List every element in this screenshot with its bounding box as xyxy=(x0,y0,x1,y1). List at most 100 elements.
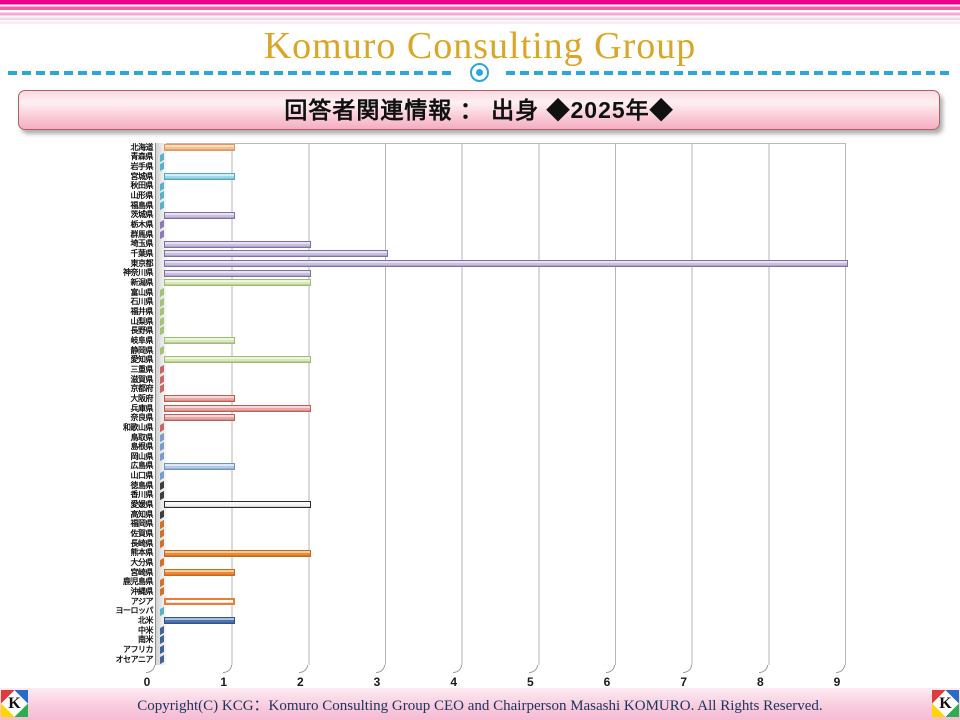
bar-track xyxy=(156,558,960,568)
zero-mark xyxy=(160,490,164,500)
category-label: 福井県 xyxy=(130,306,154,316)
target-icon xyxy=(470,63,489,82)
bar-track xyxy=(156,240,960,250)
x-tick-label: 6 xyxy=(603,675,611,689)
top-stripes xyxy=(0,0,960,25)
bar-track xyxy=(156,529,960,539)
chart-row: 秋田県 xyxy=(0,181,960,192)
bar xyxy=(164,211,235,219)
zero-mark xyxy=(160,509,164,520)
category-label: 東京都 xyxy=(130,258,154,268)
category-label: 群馬県 xyxy=(130,229,154,239)
category-label: 熊本県 xyxy=(130,548,154,558)
bar-track xyxy=(156,577,960,588)
bar-track xyxy=(156,259,960,269)
bar-track xyxy=(156,191,960,201)
bar-track xyxy=(156,249,960,259)
zero-mark xyxy=(160,519,164,529)
zero-mark xyxy=(160,587,164,597)
chart-row: 山梨県 xyxy=(0,316,960,327)
bar-track xyxy=(156,645,960,655)
chart-row: 鳥取県 xyxy=(0,432,960,443)
logo-letter: K xyxy=(939,695,952,712)
chart-row: 青森県 xyxy=(0,152,960,163)
bar-track xyxy=(156,162,960,172)
bar-track xyxy=(156,654,960,665)
bar-track xyxy=(156,336,960,346)
category-label: 広島県 xyxy=(130,461,154,471)
chart-row: 千葉県 xyxy=(0,249,960,259)
zero-mark xyxy=(160,654,164,664)
bar-track xyxy=(156,538,960,549)
category-label: 沖縄県 xyxy=(130,587,154,597)
bar-track xyxy=(156,316,960,327)
chart-row: 長崎県 xyxy=(0,538,960,549)
bar-track xyxy=(156,152,960,163)
zero-mark xyxy=(160,442,164,452)
zero-mark xyxy=(160,229,164,239)
zero-mark xyxy=(160,181,164,191)
bar-track xyxy=(156,519,960,530)
category-label: 滋賀県 xyxy=(130,374,154,384)
zero-mark xyxy=(160,374,164,384)
category-label: 茨城県 xyxy=(130,210,154,220)
bar xyxy=(164,462,235,470)
gridline-hook xyxy=(759,665,769,673)
bar-track xyxy=(156,269,960,279)
category-label: 三重県 xyxy=(130,364,154,374)
category-label: 長野県 xyxy=(130,326,154,336)
bar xyxy=(164,240,312,248)
bar-track xyxy=(156,597,960,607)
category-label: 新潟県 xyxy=(130,278,154,288)
x-tick-label: 2 xyxy=(296,675,304,689)
category-label: 大阪府 xyxy=(130,393,154,403)
category-label: 山口県 xyxy=(130,471,154,481)
chart-row: 山形県 xyxy=(0,191,960,201)
bar-track xyxy=(156,229,960,240)
bar xyxy=(164,597,235,605)
bar xyxy=(164,501,312,509)
chart-row: アジア xyxy=(0,597,960,607)
bar-track xyxy=(156,480,960,491)
zero-mark xyxy=(160,191,164,201)
category-label: 高知県 xyxy=(130,509,154,519)
zero-mark xyxy=(160,297,164,307)
category-label: 島根県 xyxy=(130,442,154,452)
category-label: アフリカ xyxy=(123,644,154,654)
category-label: 秋田県 xyxy=(130,181,154,191)
chart-row: 東京都 xyxy=(0,259,960,269)
chart-row: 佐賀県 xyxy=(0,529,960,539)
chart-row: 宮崎県 xyxy=(0,568,960,578)
category-label: 岡山県 xyxy=(130,451,154,461)
category-label: 青森県 xyxy=(130,152,154,162)
x-tick-label: 4 xyxy=(450,675,457,689)
divider-dashed-line xyxy=(8,71,455,75)
chart-row: 茨城県 xyxy=(0,211,960,221)
page-title: Komuro Consulting Group xyxy=(263,25,697,67)
bar xyxy=(164,337,235,345)
y-axis-line xyxy=(155,143,156,665)
category-label: オセアニア xyxy=(115,654,154,664)
bar-track xyxy=(156,422,960,433)
category-label: アジア xyxy=(130,596,154,606)
bar xyxy=(164,144,235,151)
chart-row: 福島県 xyxy=(0,200,960,211)
chart-row: 鹿児島県 xyxy=(0,577,960,588)
x-tick-label: 7 xyxy=(680,675,687,689)
x-tick-label: 0 xyxy=(143,675,151,689)
slide-title-banner: 回答者関連情報 ： 出身 ◆2025年◆ xyxy=(18,90,940,130)
kcg-logo-icon: K xyxy=(932,690,959,717)
bar-track xyxy=(156,278,960,288)
zero-mark xyxy=(160,307,164,317)
bar-track xyxy=(156,587,960,597)
bar-track xyxy=(156,384,960,394)
gridline-hook xyxy=(376,665,385,673)
bar-track xyxy=(156,297,960,308)
bar-track xyxy=(156,500,960,510)
footer-band xyxy=(0,688,960,720)
zero-mark xyxy=(160,162,164,172)
chart-row: 愛媛県 xyxy=(0,500,960,510)
bar-track xyxy=(156,365,960,375)
chart-row: オセアニア xyxy=(0,654,960,665)
category-label: 山形県 xyxy=(130,191,154,201)
